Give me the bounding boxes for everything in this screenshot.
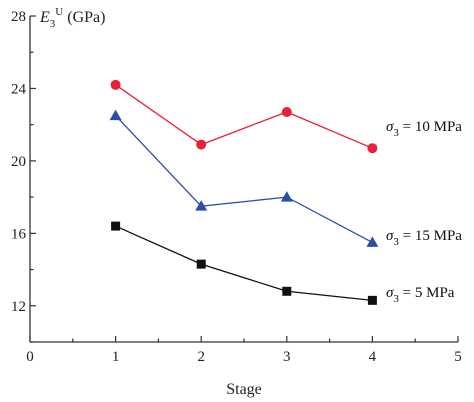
series-label: σ3 = 15 MPa [386, 228, 462, 248]
x-tick-label: 1 [112, 349, 120, 365]
x-tick-label: 4 [369, 349, 377, 365]
data-point-triangle [280, 191, 293, 202]
y-tick-label: 16 [11, 226, 27, 242]
series-group [109, 79, 379, 305]
series-line [115, 84, 373, 149]
data-point-square [367, 295, 377, 305]
data-point-square [282, 286, 292, 296]
data-point-square [196, 259, 206, 269]
data-point-circle [367, 143, 378, 154]
series-line [115, 225, 373, 301]
y-axis-title-unit: (GPa) [63, 9, 105, 26]
series-label: σ3 = 5 MPa [386, 285, 455, 305]
y-axis-title-superscript: U [55, 6, 63, 18]
y-tick-label: 12 [11, 299, 26, 315]
data-point-triangle [109, 109, 122, 121]
y-axis-title: E3U (GPa) [39, 6, 105, 30]
y-tick-label: 24 [11, 81, 27, 97]
y-axis-title-subscript: 3 [50, 18, 56, 30]
data-point-triangle [195, 200, 208, 211]
x-tick-label: 3 [283, 349, 291, 365]
data-point-square [111, 221, 121, 231]
x-tick-label: 2 [197, 349, 205, 365]
series-line [115, 115, 373, 243]
series-label: σ3 = 10 MPa [386, 119, 462, 139]
data-point-circle [110, 79, 121, 90]
y-tick-label: 20 [11, 154, 26, 170]
x-ticks: 0 1 2 3 4 5 [26, 336, 462, 365]
series-labels: σ3 = 10 MPa σ3 = 15 MPa σ3 = 5 MPa [386, 119, 462, 305]
data-point-circle [281, 106, 292, 117]
y-axis-title-main: E [39, 9, 50, 26]
y-ticks: 12 16 20 24 28 [11, 9, 36, 343]
data-point-circle [196, 139, 207, 150]
x-axis-title: Stage [226, 381, 262, 398]
data-point-triangle [366, 236, 379, 247]
y-tick-label: 28 [11, 9, 26, 25]
x-tick-label: 5 [454, 349, 462, 365]
x-tick-label: 0 [26, 349, 34, 365]
